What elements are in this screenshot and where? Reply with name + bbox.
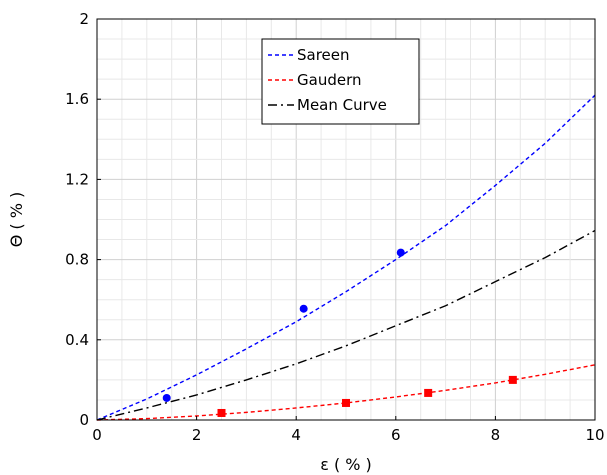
data-point: [508, 375, 517, 384]
grid: [97, 19, 595, 420]
y-tick-label: 0.8: [65, 251, 89, 269]
legend-label: Mean Curve: [297, 96, 387, 114]
x-tick-label: 2: [192, 426, 202, 444]
data-point: [342, 398, 350, 407]
plot-area-frame: [96, 18, 596, 421]
y-tick-label: 0.4: [65, 331, 89, 349]
series-line-0: [96, 94, 596, 421]
data-point: [299, 304, 308, 313]
legend-box: [261, 38, 420, 125]
x-axis-label: ε ( % ): [320, 455, 372, 474]
series-layer: [96, 94, 596, 421]
data-point: [162, 393, 171, 402]
y-tick-label: 1.2: [65, 170, 89, 188]
data-point: [217, 408, 226, 417]
y-tick-label: 1.6: [65, 90, 89, 108]
x-tick-label: 10: [585, 426, 604, 444]
x-tick-label: 6: [391, 426, 401, 444]
x-tick-label: 4: [291, 426, 301, 444]
x-tick-label: 0: [92, 426, 102, 444]
y-axis-label: Θ ( % ): [7, 192, 26, 248]
data-point: [424, 388, 433, 397]
x-tick-label: 8: [491, 426, 501, 444]
legend-label: Sareen: [297, 46, 350, 64]
legend: Sareen Gaudern Mean Curve: [261, 38, 420, 125]
axis-ticks: 0 2 4 6 8 10 0 0.4 0.8 1.2 1.6 2: [65, 10, 604, 444]
y-tick-label: 0: [79, 411, 89, 429]
legend-label: Gaudern: [297, 71, 361, 89]
series-line-2: [96, 229, 596, 421]
data-point: [396, 248, 405, 257]
y-tick-label: 2: [79, 10, 89, 28]
